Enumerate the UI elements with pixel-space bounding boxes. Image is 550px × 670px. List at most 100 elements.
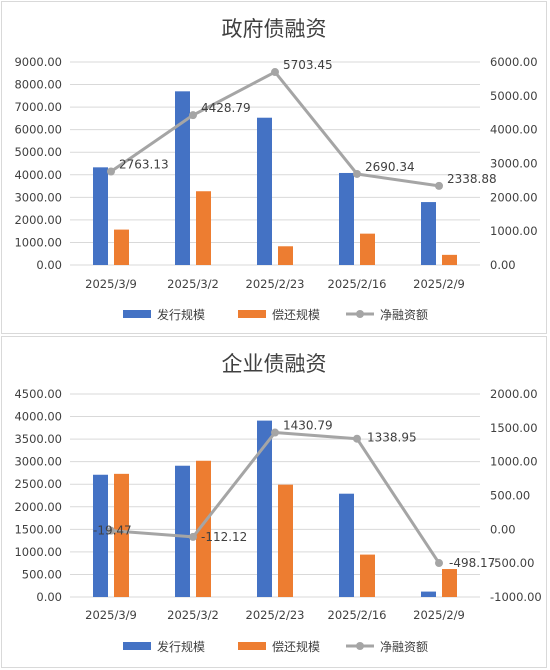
right-tick-label: 1500.00 [490, 421, 538, 435]
left-tick-label: 3000.00 [14, 190, 62, 204]
category-label: 2025/3/2 [167, 277, 219, 291]
repay-bar [360, 554, 375, 597]
category-label: 2025/2/9 [413, 608, 465, 622]
bars [93, 91, 457, 265]
left-tick-label: 9000.00 [14, 55, 62, 69]
right-tick-label: 5000.00 [490, 89, 538, 103]
repay-bar [196, 460, 211, 597]
right-tick-label: -500.00 [490, 556, 534, 570]
net-financing-data-label: 1430.79 [283, 419, 333, 433]
issue-bar [175, 465, 190, 597]
legend-swatch-issue [123, 642, 151, 650]
left-axis: 0.00 500.00 1000.00 1500.00 2000.00 2500.00 30… [14, 387, 62, 604]
right-tick-label: 0.00 [490, 522, 516, 536]
repay-bar [278, 246, 293, 265]
net-financing-point [189, 532, 197, 541]
issue-bar [339, 172, 354, 265]
category-label: 2025/2/16 [328, 608, 387, 622]
repay-bar [278, 484, 293, 597]
repay-bar [360, 233, 375, 265]
left-tick-label: 3000.00 [14, 455, 62, 469]
net-financing-data-label: -498.17 [449, 556, 495, 570]
right-axis: 0.00 1000.00 2000.00 3000.00 4000.00 5000.00 6… [490, 55, 538, 272]
right-tick-label: 0.00 [490, 258, 516, 272]
category-label: 2025/3/9 [85, 608, 137, 622]
repay-bar [114, 229, 129, 265]
left-tick-label: 5000.00 [14, 145, 62, 159]
category-label: 2025/2/16 [328, 277, 387, 291]
issue-bar [339, 493, 354, 597]
issue-bar [93, 474, 108, 597]
net-financing-point [435, 181, 443, 190]
net-financing-series: 2763.13 4428.79 5703.45 2690.34 2338.88 [107, 58, 497, 190]
net-financing-data-label: 4428.79 [201, 101, 251, 115]
left-tick-label: 2000.00 [14, 213, 62, 227]
bars [93, 420, 457, 597]
right-axis: -1000.00 -500.00 0.00 500.00 1000.00 1500.00 2… [490, 387, 542, 604]
left-tick-label: 1000.00 [14, 235, 62, 249]
gridlines [70, 393, 480, 598]
x-axis: 2025/3/9 2025/3/2 2025/2/23 2025/2/16 2025/2… [85, 608, 465, 622]
net-financing-data-label: 5703.45 [283, 58, 333, 72]
issue-bar [257, 117, 272, 265]
legend-label-issue: 发行规模 [157, 639, 205, 654]
category-label: 2025/2/23 [246, 608, 305, 622]
right-tick-label: 1000.00 [490, 224, 538, 238]
left-tick-label: 4500.00 [14, 387, 62, 401]
legend-label-repay: 偿还规模 [272, 639, 320, 654]
left-tick-label: 0.00 [36, 590, 62, 604]
x-axis: 2025/3/9 2025/3/2 2025/2/23 2025/2/16 2025/2… [85, 277, 465, 291]
right-tick-label: -1000.00 [490, 590, 542, 604]
issue-bar [93, 167, 108, 265]
net-financing-data-label: 2338.88 [447, 172, 497, 186]
left-axis: 0.00 1000.00 2000.00 3000.00 4000.00 5000.00 6… [14, 55, 62, 272]
issue-bar [421, 591, 436, 597]
net-financing-point [189, 111, 197, 120]
legend-label-net: 净融资额 [380, 640, 428, 654]
legend-marker-net [356, 642, 364, 650]
right-tick-label: 1000.00 [490, 455, 538, 469]
right-tick-label: 4000.00 [490, 123, 538, 137]
legend-swatch-repay [238, 310, 266, 318]
net-financing-data-label: -112.12 [201, 530, 247, 544]
right-tick-label: 3000.00 [490, 157, 538, 171]
legend-swatch-repay [238, 642, 266, 650]
left-tick-label: 8000.00 [14, 78, 62, 92]
left-tick-label: 1500.00 [14, 522, 62, 536]
category-label: 2025/2/9 [413, 277, 465, 291]
net-financing-point [107, 167, 115, 176]
corporate-bond-chart: 企业债融资 0.00 500.00 1000.00 1500.00 2000.00 2500… [14, 352, 542, 654]
chart-title: 企业债融资 [222, 352, 327, 376]
net-financing-data-label: 1338.95 [367, 431, 417, 445]
category-label: 2025/3/9 [85, 277, 137, 291]
left-tick-label: 6000.00 [14, 123, 62, 137]
net-financing-point [353, 434, 361, 443]
corporate-bond-chart-panel: 企业债融资 0.00 500.00 1000.00 1500.00 2000.00 2500… [1, 336, 547, 668]
government-bond-chart: 政府债融资 0.00 1000.00 2000.00 3000.00 4000.00 500… [14, 17, 538, 322]
right-tick-label: 6000.00 [490, 55, 538, 69]
legend-label-net: 净融资额 [380, 308, 428, 322]
net-financing-line [110, 431, 441, 564]
government-bond-chart-panel: 政府债融资 0.00 1000.00 2000.00 3000.00 4000.00 500… [1, 1, 547, 334]
repay-bar [196, 191, 211, 265]
right-tick-label: 2000.00 [490, 387, 538, 401]
category-label: 2025/2/23 [246, 277, 305, 291]
right-tick-label: 2000.00 [490, 190, 538, 204]
left-tick-label: 4000.00 [14, 168, 62, 182]
legend: 发行规模 偿还规模 净融资额 [123, 307, 428, 322]
net-financing-point [271, 68, 279, 77]
net-financing-point [353, 169, 361, 178]
net-financing-point [271, 428, 279, 437]
left-tick-label: 500.00 [22, 567, 62, 581]
category-label: 2025/3/2 [167, 608, 219, 622]
legend: 发行规模 偿还规模 净融资额 [123, 639, 428, 654]
legend-label-issue: 发行规模 [157, 307, 205, 322]
legend-swatch-issue [123, 310, 151, 318]
net-financing-series: -19.47 -112.12 1430.79 1338.95 -498.17 [93, 419, 495, 571]
left-tick-label: 2500.00 [14, 477, 62, 491]
left-tick-label: 1000.00 [14, 545, 62, 559]
left-tick-label: 2000.00 [14, 500, 62, 514]
chart-title: 政府债融资 [222, 17, 327, 41]
issue-bar [421, 202, 436, 265]
left-tick-label: 3500.00 [14, 432, 62, 446]
